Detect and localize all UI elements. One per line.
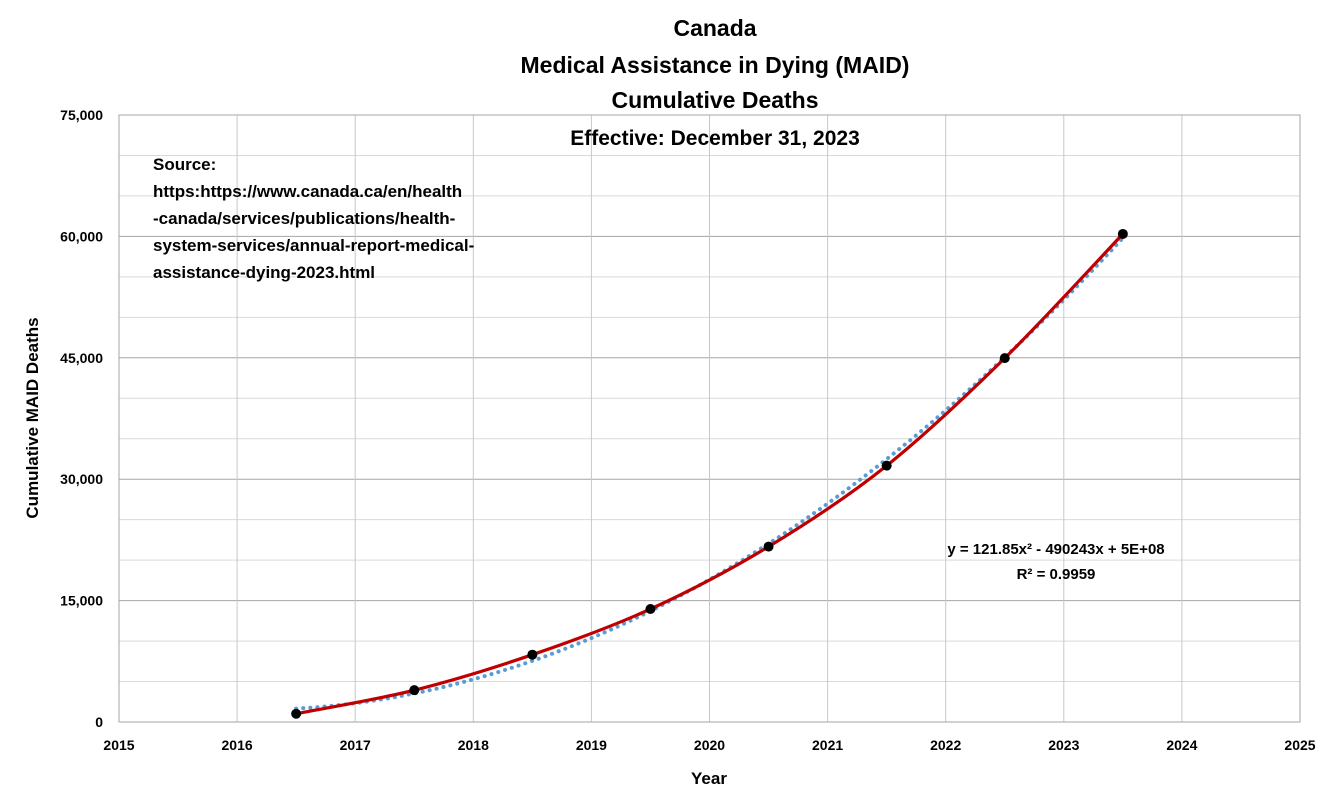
data-point xyxy=(999,353,1010,364)
source-line-3: -canada/services/publications/health- xyxy=(153,209,455,228)
data-point xyxy=(409,685,420,696)
source-line-5: assistance-dying-2023.html xyxy=(153,263,375,282)
x-tick-label: 2015 xyxy=(103,737,134,753)
y-tick-label: 45,000 xyxy=(60,350,103,366)
title-line-3: Cumulative Deaths xyxy=(611,87,818,113)
x-tick-label: 2017 xyxy=(340,737,371,753)
x-tick-label: 2021 xyxy=(812,737,843,753)
gridlines xyxy=(119,115,1300,722)
data-series xyxy=(291,228,1128,719)
data-point xyxy=(291,708,302,719)
x-axis-ticks: 2015 2016 2017 2018 2019 2020 2021 2022 2023 2024… xyxy=(103,737,1315,753)
x-tick-label: 2023 xyxy=(1048,737,1079,753)
x-tick-label: 2019 xyxy=(576,737,607,753)
source-line-1: Source: xyxy=(153,155,216,174)
data-point xyxy=(1117,228,1128,239)
y-tick-label: 30,000 xyxy=(60,471,103,487)
y-tick-label: 75,000 xyxy=(60,107,103,123)
title-line-1: Canada xyxy=(673,15,756,41)
data-point xyxy=(527,649,538,660)
chart-title: Canada Medical Assistance in Dying (MAID… xyxy=(521,15,910,113)
x-tick-label: 2016 xyxy=(222,737,253,753)
y-tick-label: 60,000 xyxy=(60,228,103,244)
trendline-equation-text: y = 121.85x² - 490243x + 5E+08 xyxy=(947,541,1164,558)
data-point xyxy=(763,541,774,552)
plot-border xyxy=(118,114,1301,723)
trendline-r-squared: R² = 0.9959 xyxy=(1017,566,1096,583)
y-axis-title: Cumulative MAID Deaths xyxy=(23,317,42,518)
y-axis-ticks: 0 15,000 30,000 45,000 60,000 75,000 xyxy=(60,107,103,730)
source-line-2: https:https://www.canada.ca/en/health xyxy=(153,182,462,201)
x-tick-label: 2025 xyxy=(1284,737,1315,753)
x-tick-label: 2020 xyxy=(694,737,725,753)
chart-subtitle: Effective: December 31, 2023 xyxy=(570,127,860,150)
y-tick-label: 0 xyxy=(95,714,103,730)
x-tick-label: 2018 xyxy=(458,737,489,753)
data-point xyxy=(881,460,892,471)
trendline-equation: y = 121.85x² - 490243x + 5E+08 R² = 0.99… xyxy=(947,541,1164,583)
data-point xyxy=(645,604,656,615)
source-annotation: Source: https:https://www.canada.ca/en/h… xyxy=(153,155,474,282)
y-tick-label: 15,000 xyxy=(60,593,103,609)
x-axis-title: Year xyxy=(691,769,727,788)
title-line-2: Medical Assistance in Dying (MAID) xyxy=(521,52,910,78)
source-line-4: system-services/annual-report-medical- xyxy=(153,236,474,255)
x-tick-label: 2024 xyxy=(1166,737,1197,753)
x-tick-label: 2022 xyxy=(930,737,961,753)
